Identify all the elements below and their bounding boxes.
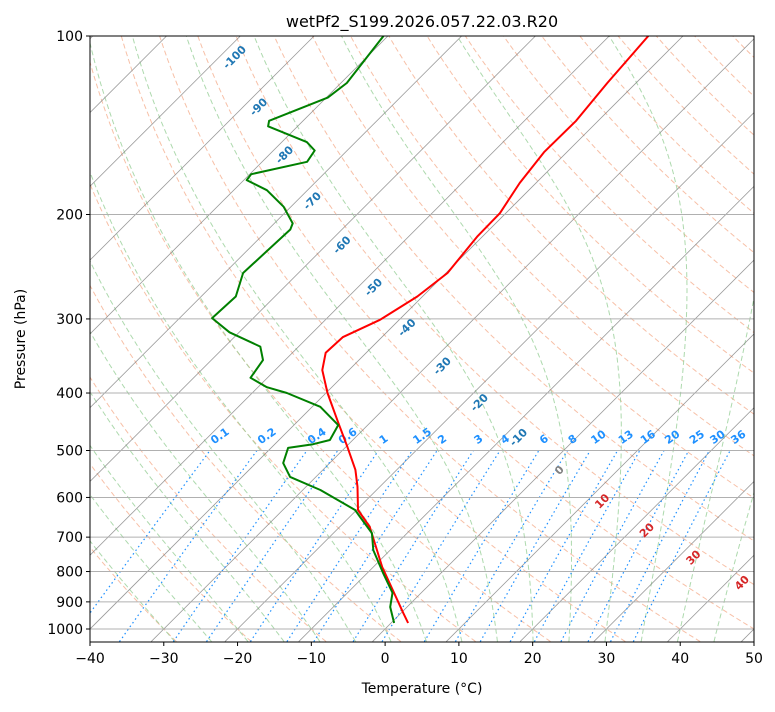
y-tick-label: 900 <box>56 595 83 611</box>
x-tick-label: 30 <box>598 651 616 667</box>
x-axis-label: Temperature (°C) <box>361 681 483 697</box>
x-tick-label: 0 <box>381 651 390 667</box>
chart-title: wetPf2_S199.2026.057.22.03.R20 <box>286 12 558 32</box>
x-tick-label: 10 <box>450 651 468 667</box>
x-tick-label: −40 <box>75 651 105 667</box>
y-tick-label: 700 <box>56 530 83 546</box>
y-tick-label: 1000 <box>47 622 83 638</box>
y-axis-label: Pressure (hPa) <box>13 289 29 389</box>
x-tick-label: 40 <box>671 651 689 667</box>
x-tick-label: −10 <box>297 651 327 667</box>
x-tick-label: 20 <box>524 651 542 667</box>
y-tick-label: 800 <box>56 565 83 581</box>
y-tick-label: 300 <box>56 312 83 328</box>
y-tick-label: 600 <box>56 490 83 506</box>
y-tick-label: 500 <box>56 443 83 459</box>
y-tick-label: 400 <box>56 386 83 402</box>
y-tick-label: 200 <box>56 208 83 224</box>
x-tick-label: 50 <box>745 651 763 667</box>
x-tick-label: −30 <box>149 651 179 667</box>
x-tick-label: −20 <box>223 651 253 667</box>
y-tick-label: 100 <box>56 29 83 45</box>
